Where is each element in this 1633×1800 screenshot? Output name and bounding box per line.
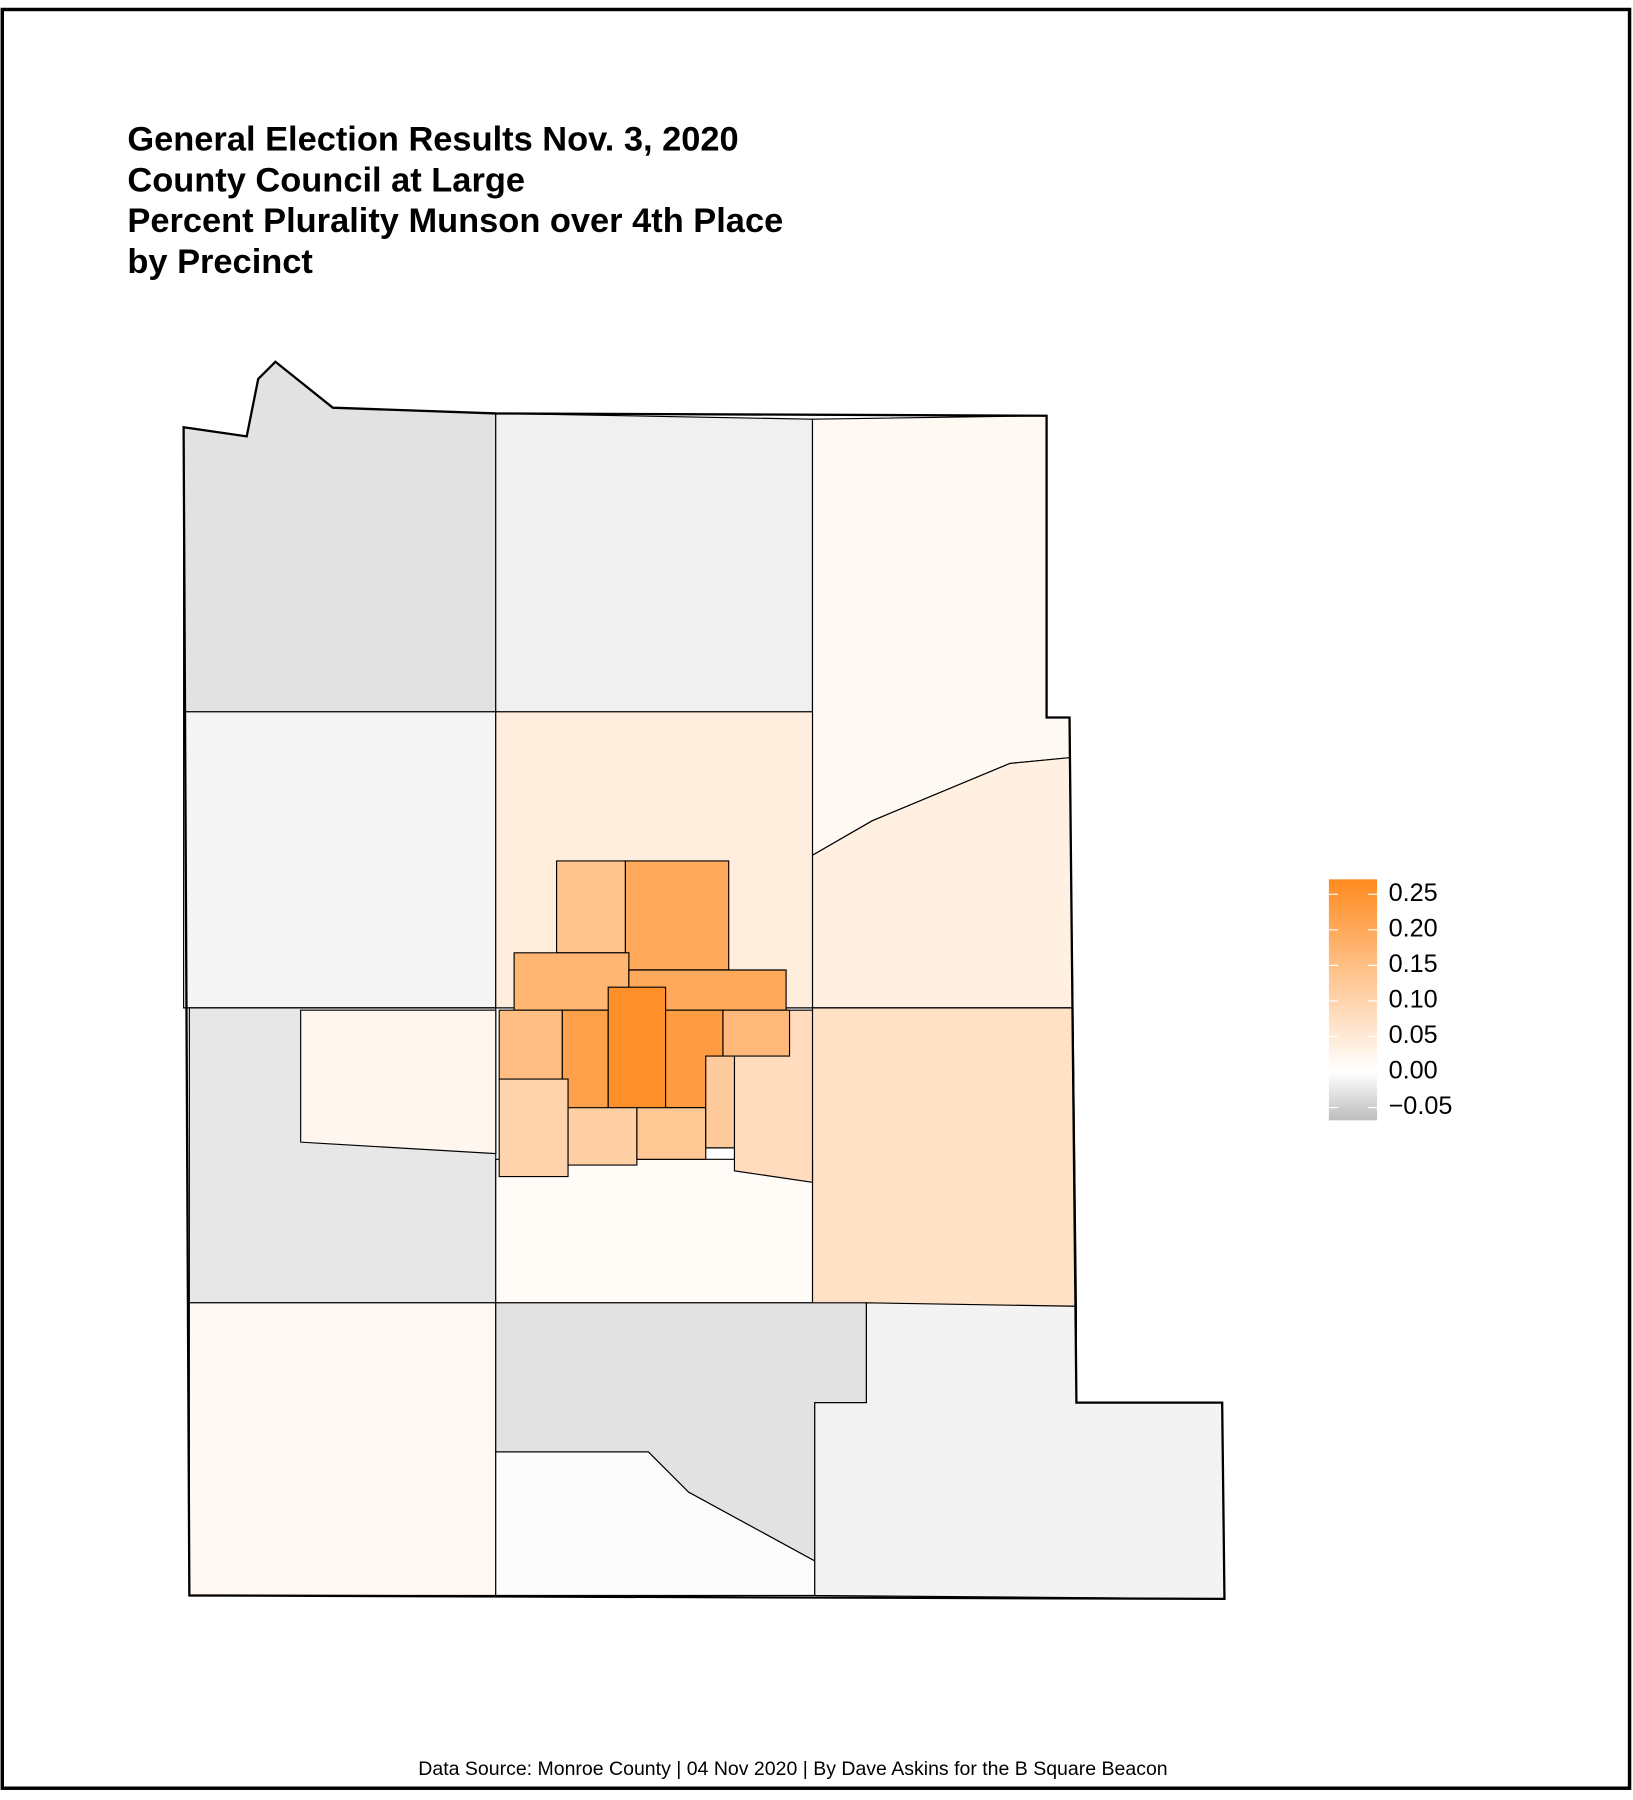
precincts [182,360,1226,1601]
precinct [607,986,667,1115]
precinct [495,412,814,713]
precinct [811,1007,1078,1307]
title-line: County Council at Large [127,161,525,199]
precinct [300,1009,497,1155]
title-block: General Election Results Nov. 3, 2020Cou… [127,121,783,281]
precinct [624,860,730,971]
colorbar [1328,879,1378,1121]
precinct [556,860,627,954]
precinct [188,1302,497,1597]
precinct [495,1158,814,1304]
precinct [636,1107,707,1160]
precinct [498,1078,569,1178]
precinct [705,1055,736,1149]
precinct [498,1009,563,1080]
legend-label: 0.25 [1389,879,1438,907]
title-line: Percent Plurality Munson over 4th Place [127,202,783,240]
legend-label: 0.10 [1389,986,1438,1014]
title-line: by Precinct [127,243,313,281]
legend-label: −0.05 [1389,1092,1453,1120]
legend-label: 0.15 [1389,950,1438,978]
precinct [722,1009,791,1057]
legend-label: 0.05 [1389,1021,1438,1049]
legend-label: 0.00 [1389,1057,1438,1085]
legend: 0.25 0.20 0.15 0.10 0.05 0.00 −0.05 [1328,879,1453,1121]
precinct [567,1107,638,1166]
title-line: General Election Results Nov. 3, 2020 [127,121,738,159]
source-note: Data Source: Monroe County | 04 Nov 2020… [418,1758,1167,1780]
county-outline [182,360,1226,1601]
precinct [183,711,497,1009]
precinct [561,1009,609,1115]
legend-label: 0.20 [1389,914,1438,942]
